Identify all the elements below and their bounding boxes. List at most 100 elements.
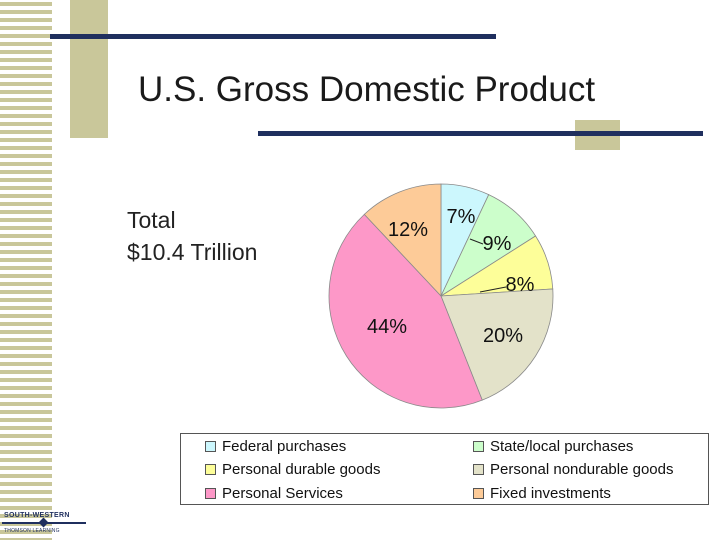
stripe bbox=[0, 250, 52, 254]
stripe bbox=[0, 162, 52, 166]
stripe bbox=[0, 466, 52, 470]
stripe bbox=[0, 410, 52, 414]
stripe bbox=[0, 514, 52, 518]
legend-item-personal-services: Personal Services bbox=[205, 485, 343, 502]
stripe bbox=[0, 362, 52, 366]
stripe bbox=[0, 210, 52, 214]
stripe bbox=[0, 370, 52, 374]
legend-label: Personal nondurable goods bbox=[490, 461, 674, 478]
stripe bbox=[0, 266, 52, 270]
slice-label-leader bbox=[479, 286, 507, 293]
stripe bbox=[0, 10, 52, 14]
stripe bbox=[0, 50, 52, 54]
stripe bbox=[0, 2, 52, 6]
stripe bbox=[0, 26, 52, 30]
stripe bbox=[0, 322, 52, 326]
stripe bbox=[0, 506, 52, 510]
stripe bbox=[0, 378, 52, 382]
stripe bbox=[0, 434, 52, 438]
legend-label: Personal Services bbox=[222, 485, 343, 502]
lower-rule bbox=[258, 131, 703, 136]
stripe bbox=[0, 106, 52, 110]
stripe bbox=[0, 58, 52, 62]
legend-swatch bbox=[473, 441, 484, 452]
stripe bbox=[0, 418, 52, 422]
stripe bbox=[0, 498, 52, 502]
stripe bbox=[0, 90, 52, 94]
stripe bbox=[0, 34, 52, 38]
legend-item-personal-durable-goods: Personal durable goods bbox=[205, 461, 380, 478]
stripe bbox=[0, 42, 52, 46]
accent-block-top bbox=[70, 0, 108, 138]
stripe bbox=[0, 226, 52, 230]
slice-label: 44% bbox=[367, 316, 407, 338]
chart-legend: Federal purchases State/local purchases … bbox=[180, 433, 709, 505]
legend-label: Personal durable goods bbox=[222, 461, 381, 478]
stripe bbox=[0, 234, 52, 238]
stripe bbox=[0, 274, 52, 278]
total-label-line1: Total bbox=[127, 207, 176, 233]
stripe bbox=[0, 98, 52, 102]
stripe bbox=[0, 522, 52, 526]
pie-slice-personal-nondurable-goods bbox=[440, 288, 554, 401]
stripe bbox=[0, 442, 52, 446]
stripe bbox=[0, 482, 52, 486]
total-label: Total $10.4 Trillion bbox=[127, 204, 257, 268]
stripe bbox=[0, 202, 52, 206]
slide-title: U.S. Gross Domestic Product bbox=[138, 70, 596, 109]
logo-text-top: SOUTH-WESTERN bbox=[4, 512, 70, 519]
pie-slice-personal-services bbox=[328, 213, 483, 409]
stripe bbox=[0, 122, 52, 126]
stripe bbox=[0, 314, 52, 318]
stripe bbox=[0, 130, 52, 134]
legend-swatch bbox=[205, 441, 216, 452]
stripe bbox=[0, 354, 52, 358]
stripe bbox=[0, 74, 52, 78]
stripe bbox=[0, 66, 52, 70]
stripe bbox=[0, 330, 52, 334]
slice-label: 8% bbox=[506, 274, 535, 296]
slice-label-leader bbox=[469, 238, 484, 245]
stripe bbox=[0, 18, 52, 22]
logo-diamond-icon bbox=[38, 517, 49, 528]
legend-swatch bbox=[205, 464, 216, 475]
legend-label: State/local purchases bbox=[490, 438, 634, 455]
legend-swatch bbox=[473, 464, 484, 475]
stripe bbox=[0, 82, 52, 86]
legend-item-state-local-purchases: State/local purchases bbox=[473, 438, 633, 455]
publisher-logo: SOUTH-WESTERN THOMSON LEARNING bbox=[2, 508, 86, 538]
stripe bbox=[0, 346, 52, 350]
stripe bbox=[0, 490, 52, 494]
stripe bbox=[0, 194, 52, 198]
stripe bbox=[0, 242, 52, 246]
slice-label: 7% bbox=[447, 206, 476, 228]
stripe bbox=[0, 154, 52, 158]
stripe bbox=[0, 450, 52, 454]
legend-item-federal-purchases: Federal purchases bbox=[205, 438, 346, 455]
stripe bbox=[0, 170, 52, 174]
pie-slice-fixed-investments bbox=[363, 183, 442, 298]
stripe bbox=[0, 178, 52, 182]
slice-label: 9% bbox=[483, 233, 512, 255]
legend-swatch bbox=[205, 488, 216, 499]
decorative-stripes bbox=[0, 0, 52, 542]
stripe bbox=[0, 426, 52, 430]
total-amount: $10.4 Trillion bbox=[127, 239, 258, 265]
stripe bbox=[0, 290, 52, 294]
legend-label: Federal purchases bbox=[222, 438, 347, 455]
stripe bbox=[0, 394, 52, 398]
stripe bbox=[0, 338, 52, 342]
legend-item-fixed-investments: Fixed investments bbox=[473, 485, 611, 502]
stripe bbox=[0, 530, 52, 534]
slice-label: 20% bbox=[483, 325, 523, 347]
slice-label: 12% bbox=[388, 219, 428, 241]
top-rule bbox=[50, 34, 496, 39]
legend-item-personal-nondurable-goods: Personal nondurable goods bbox=[473, 461, 673, 478]
logo-text-bottom: THOMSON LEARNING bbox=[4, 528, 60, 534]
legend-swatch bbox=[473, 488, 484, 499]
stripe bbox=[0, 282, 52, 286]
stripe bbox=[0, 258, 52, 262]
stripe bbox=[0, 458, 52, 462]
stripe bbox=[0, 186, 52, 190]
